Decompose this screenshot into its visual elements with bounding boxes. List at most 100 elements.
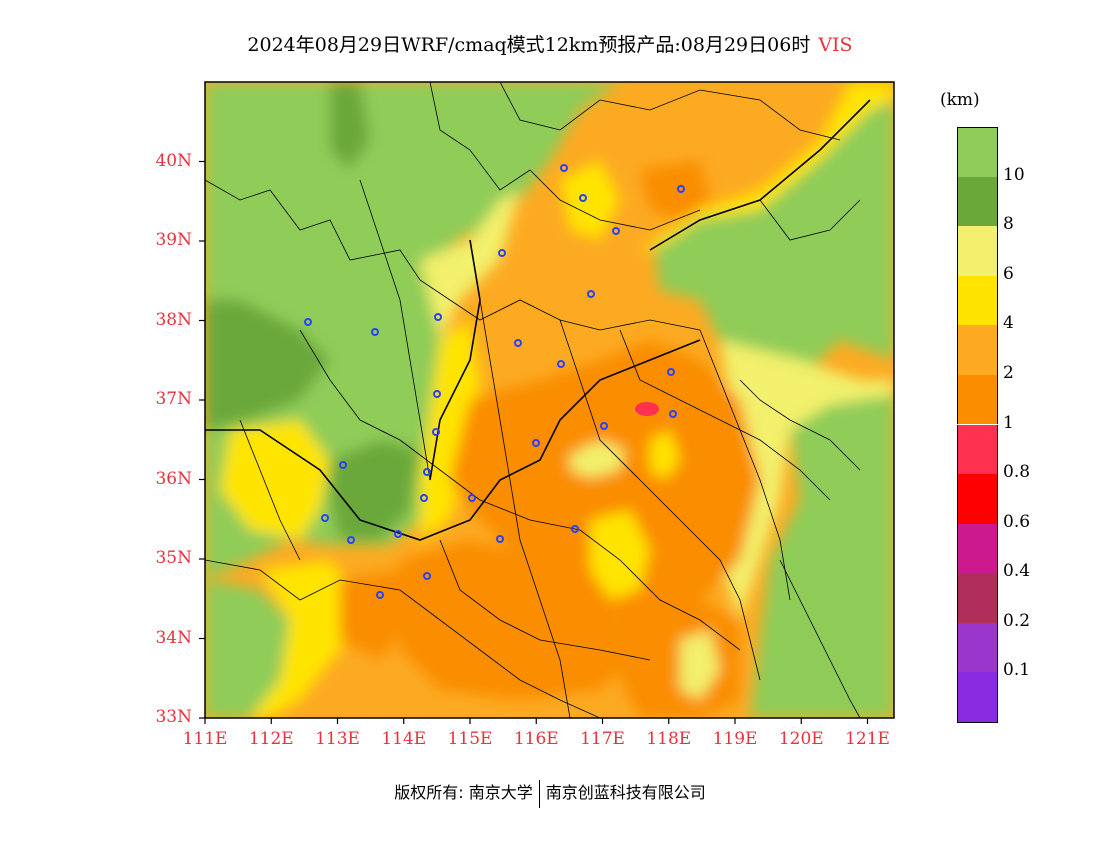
colorbar-segment (957, 226, 998, 276)
lon-tick-label: 113E (315, 729, 360, 749)
low-vis-spot (635, 402, 659, 416)
lat-tick-label: 38N (155, 309, 192, 330)
station-marker (423, 572, 431, 580)
station-marker (394, 530, 402, 538)
lon-tick-label: 119E (712, 729, 758, 749)
footer: 版权所有: 南京大学 南京创蓝科技有限公司 (0, 779, 1100, 808)
south-haze-core (400, 540, 640, 700)
lon-tick-label: 121E (845, 729, 890, 749)
colorbar-segment (957, 374, 998, 425)
colorbar-label: 2 (1003, 362, 1014, 383)
south-clear-pocket (590, 510, 650, 600)
north-dark-band (330, 82, 370, 170)
plot-area (205, 82, 894, 718)
lon-tick-label: 115E (447, 729, 493, 749)
lon-tick-label: 114E (381, 729, 427, 749)
colorbar-label: 4 (1003, 313, 1014, 334)
colorbar-label: 0.2 (1003, 610, 1031, 631)
bohai-coast-band (640, 82, 894, 250)
station-marker (557, 360, 565, 368)
lon-tick-label: 111E (182, 729, 228, 749)
lon-tick-label: 117E (580, 729, 625, 749)
station-marker (514, 339, 522, 347)
nw-dark-band (205, 300, 330, 430)
station-marker (371, 328, 379, 336)
southwest-yellow-zone (250, 560, 360, 718)
station-marker (433, 390, 441, 398)
visibility-fields (205, 82, 894, 718)
lon-tick-label: 120E (778, 729, 824, 749)
colorbar-segment (957, 672, 998, 723)
major-boundaries (205, 99, 871, 541)
lat-tick-label: 39N (155, 230, 192, 250)
station-marker (321, 514, 329, 522)
bohai-sea (655, 100, 894, 380)
station-marker (339, 461, 347, 469)
station-marker (560, 164, 568, 172)
colorbar-segment (957, 424, 998, 475)
colorbar-segment (957, 523, 998, 574)
station-marker (498, 249, 506, 257)
colorbar-segment (957, 325, 998, 375)
colorbar-label: 1 (1003, 412, 1014, 433)
colorbar-unit: (km) (940, 90, 980, 110)
station-marker (468, 494, 476, 502)
station-marker (432, 428, 440, 436)
colorbar-segment (957, 573, 998, 623)
station-marker (571, 525, 579, 533)
footer-divider (538, 779, 540, 808)
central-clear-pocket (570, 440, 625, 478)
shandong-coast-band (720, 340, 894, 620)
west-haze-patch (340, 570, 410, 660)
north-haze-core (640, 160, 710, 220)
south-clear-pocket-2 (680, 630, 720, 700)
west-yellow-zone (220, 420, 330, 540)
axis-ticks (199, 160, 869, 724)
station-marker (579, 194, 587, 202)
taihang-dark-band (330, 440, 420, 540)
chart-title: 2024年08月29日WRF/cmaq模式12km预报产品:08月29日06时 V… (0, 30, 1100, 57)
colorbar-label: 0.4 (1003, 561, 1031, 582)
boundaries (205, 82, 861, 718)
station-marker (376, 591, 384, 599)
colorbar-segment (957, 176, 998, 227)
station-marker (600, 422, 608, 430)
copyright-text: 版权所有: 南京大学 (394, 783, 533, 802)
southwest-green-zone (205, 580, 290, 718)
lat-tick-label: 36N (155, 468, 192, 489)
station-markers (304, 164, 685, 599)
west-pale-band (420, 190, 520, 340)
lat-tick-label: 40N (155, 150, 192, 171)
station-marker (496, 535, 504, 543)
station-marker (423, 468, 431, 476)
colorbar-label: 6 (1003, 263, 1014, 284)
station-marker (304, 318, 312, 326)
colorbar-segment (957, 127, 998, 178)
lon-tick-label: 112E (248, 729, 294, 749)
station-marker (420, 494, 428, 502)
variable-name: VIS (818, 34, 853, 56)
lon-tick-label: 116E (513, 729, 559, 749)
lat-tick-label: 33N (155, 707, 192, 727)
colorbar-label: 10 (1003, 164, 1025, 185)
yellow-sea (750, 390, 894, 718)
colorbar-segment (957, 275, 998, 326)
station-marker (669, 410, 677, 418)
station-marker (667, 368, 675, 376)
station-marker (677, 185, 685, 193)
lat-tick-label: 37N (155, 389, 192, 409)
title-text: 2024年08月29日WRF/cmaq模式12km预报产品:08月29日06时 (247, 34, 811, 56)
colorbar-label: 8 (1003, 214, 1014, 235)
east-clear-pocket (650, 430, 680, 480)
station-marker (532, 439, 540, 447)
company-text: 南京创蓝科技有限公司 (545, 783, 706, 802)
colorbar-segment (957, 622, 998, 673)
lat-tick-label: 35N (155, 548, 192, 568)
station-marker (347, 536, 355, 544)
central-yellow-strip (420, 320, 480, 540)
lon-tick-label: 118E (646, 729, 692, 749)
colorbar-segment (957, 474, 998, 524)
colorbar-label: 0.1 (1003, 660, 1031, 681)
north-clear-pocket (560, 160, 620, 240)
